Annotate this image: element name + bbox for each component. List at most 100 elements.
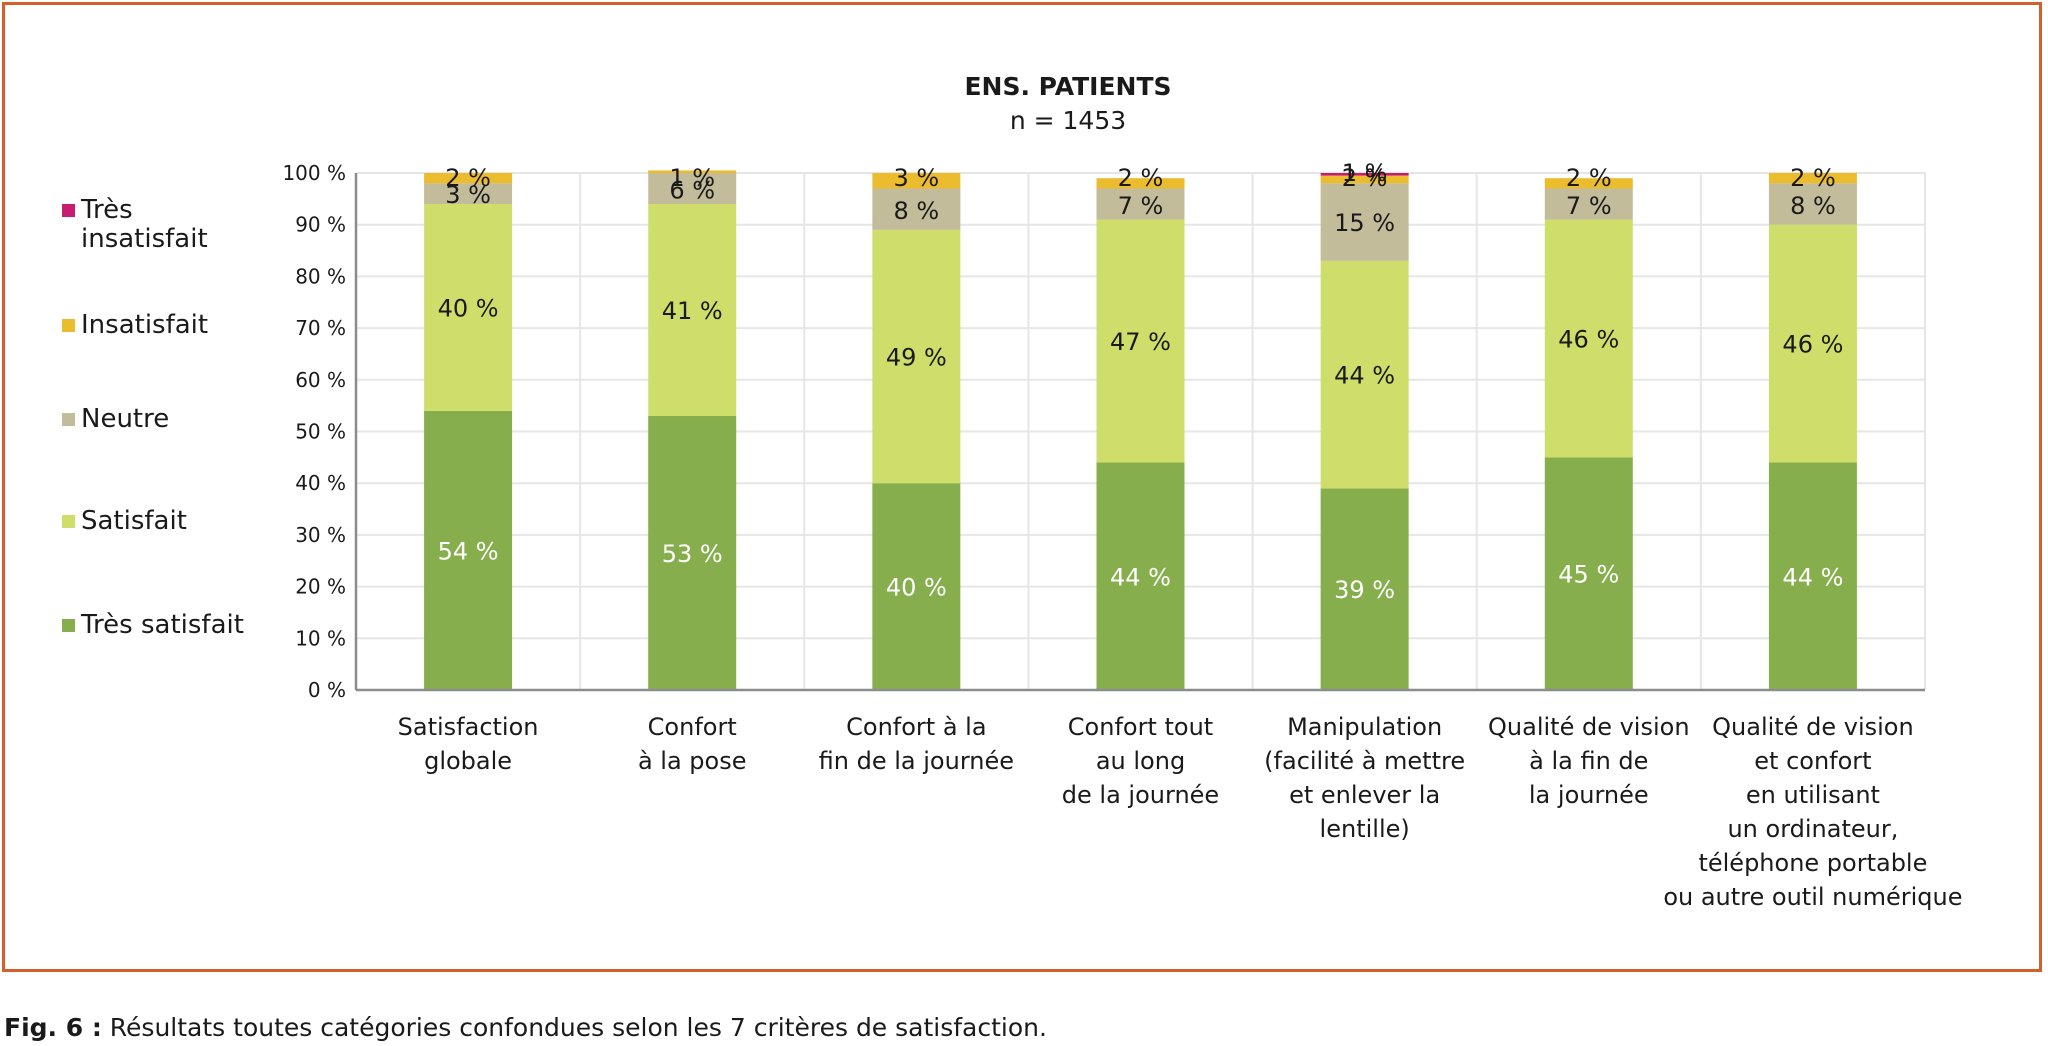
x-tick-label: ou autre outil numérique (1663, 883, 1962, 911)
data-label: 2 % (1118, 164, 1164, 192)
bar-segment (1096, 188, 1185, 220)
stacked-bar-chart: ENS. PATIENTS n = 1453 54 %40 %3 %2 %53 … (282, 72, 1962, 911)
figure-caption: Fig. 6 : Résultats toutes catégories con… (4, 1013, 1047, 1042)
data-label: 2 % (1342, 164, 1388, 192)
legend-swatch (62, 413, 75, 426)
data-label: 54 % (438, 537, 499, 565)
bar-segment (1544, 219, 1633, 458)
bar-segment (648, 173, 737, 205)
x-tick-label: la journée (1529, 781, 1649, 809)
x-tick-label: à la fin de (1529, 747, 1648, 775)
legend-swatch (62, 319, 75, 332)
x-tick-label: Qualité de vision (1712, 713, 1914, 741)
legend-label: Très satisfait (81, 610, 244, 640)
data-label: 44 % (1110, 563, 1171, 591)
bar-segment (872, 483, 961, 690)
legend-label: Insatisfait (81, 310, 209, 340)
x-tick-label: en utilisant (1746, 781, 1880, 809)
legend-label: Satisfait (81, 506, 187, 536)
x-tick-label: fin de la journée (819, 747, 1014, 775)
bar-segment (1768, 183, 1857, 225)
data-label: 39 % (1334, 576, 1395, 604)
data-label: 40 % (438, 294, 499, 322)
data-label: 8 % (894, 197, 940, 225)
bar-segment (1544, 178, 1633, 189)
y-tick-label: 30 % (295, 523, 346, 547)
y-tick-label: 80 % (295, 264, 346, 288)
bar-segment (1544, 188, 1633, 220)
x-tick-label: Confort tout (1068, 713, 1213, 741)
caption-text: Résultats toutes catégories confondues s… (109, 1013, 1047, 1042)
x-tick-label: au long (1096, 747, 1185, 775)
bar-segment (1096, 462, 1185, 690)
chart-title: ENS. PATIENTS (964, 72, 1171, 101)
bar-segment (424, 173, 513, 184)
legend-label: Neutre (81, 404, 170, 434)
x-tick-label: de la journée (1062, 781, 1219, 809)
chart-subtitle: n = 1453 (1010, 106, 1126, 135)
y-tick-label: 90 % (295, 213, 346, 237)
data-label: 8 % (1790, 192, 1836, 220)
data-label: 44 % (1782, 563, 1843, 591)
data-label: 46 % (1782, 331, 1843, 359)
data-label: 2 % (445, 164, 491, 192)
figure-frame (2, 2, 2042, 972)
data-label: 7 % (1566, 192, 1612, 220)
legend-swatch (62, 619, 75, 632)
x-tick-label: et enlever la (1289, 781, 1440, 809)
data-label: 44 % (1334, 362, 1395, 390)
bar-segment (424, 410, 513, 690)
data-label: 41 % (662, 297, 723, 325)
bar-segment (1320, 260, 1409, 489)
bar-segment (872, 188, 961, 230)
data-label: 3 % (894, 164, 940, 192)
data-labels: 54 %40 %3 %2 %53 %41 %6 %1 %40 %49 %8 %3… (438, 159, 1844, 604)
data-label: 49 % (886, 344, 947, 372)
bar-segment (1096, 178, 1185, 189)
x-tick-label: et confort (1754, 747, 1871, 775)
data-label: 40 % (886, 574, 947, 602)
data-label: 3 % (445, 181, 491, 209)
y-tick-label: 40 % (295, 471, 346, 495)
y-tick-label: 60 % (295, 368, 346, 392)
data-label: 7 % (1118, 192, 1164, 220)
x-tick-label: un ordinateur, (1727, 815, 1898, 843)
bar-segment (648, 170, 737, 173)
y-tick-label: 50 % (295, 420, 346, 444)
bar-segment (648, 415, 737, 690)
y-tick-label: 0 % (308, 678, 346, 702)
data-label: 15 % (1334, 209, 1395, 237)
data-label: 47 % (1110, 328, 1171, 356)
axes: 0 % 10 % 20 % 30 % 40 % 50 % 60 % 70 % 80 % 90 % 1… (282, 161, 1962, 911)
bar-segment (424, 204, 513, 411)
y-tick-label: 70 % (295, 316, 346, 340)
x-tick-label: globale (424, 747, 512, 775)
legend-label: Très insatisfait (81, 195, 208, 254)
bar-segment (1768, 462, 1857, 690)
caption-prefix: Fig. 6 : (4, 1013, 102, 1042)
x-tick-label: Confort à la (846, 713, 986, 741)
data-label: 45 % (1558, 561, 1619, 589)
data-label: 1 % (1342, 159, 1388, 187)
data-label: 53 % (662, 540, 723, 568)
x-tick-label: à la pose (638, 747, 747, 775)
legend-swatch (62, 515, 75, 528)
bar-segment (1320, 175, 1409, 184)
x-tick-label: Manipulation (1287, 713, 1442, 741)
bar-segment (648, 204, 737, 416)
x-tick-label: lentille) (1320, 815, 1410, 843)
x-tick-label: Confort (648, 713, 737, 741)
bars (424, 170, 1857, 690)
bar-segment (1320, 183, 1409, 261)
bar-segment (1096, 219, 1185, 463)
bar-segment (872, 173, 961, 189)
data-label: 1 % (669, 164, 715, 192)
bar-segment (1320, 488, 1409, 690)
x-tick-label: téléphone portable (1698, 849, 1927, 877)
data-label: 2 % (1790, 164, 1836, 192)
data-label: 2 % (1566, 164, 1612, 192)
bar-segment (1544, 457, 1633, 690)
data-label: 6 % (669, 177, 715, 205)
bar-segment (1768, 224, 1857, 463)
x-tick-label: Satisfaction (398, 713, 539, 741)
